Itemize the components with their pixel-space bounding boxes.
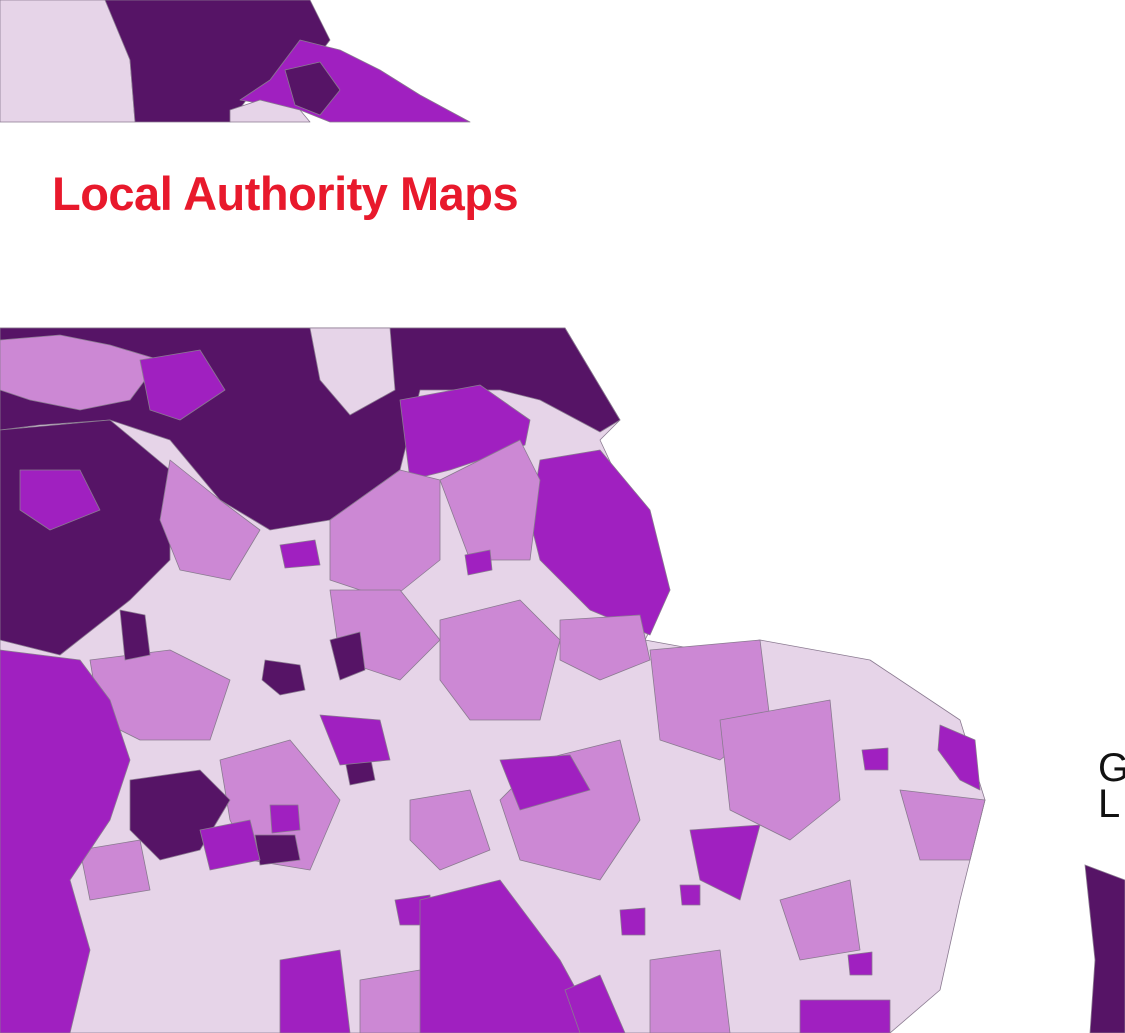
- legend-text: L: [1098, 782, 1121, 826]
- legend-text: G: [1098, 746, 1125, 790]
- top-map: [0, 0, 471, 123]
- legend-swatch: [1084, 864, 1125, 1033]
- main-map: [0, 327, 986, 1033]
- page-title: Local Authority Maps: [52, 167, 519, 220]
